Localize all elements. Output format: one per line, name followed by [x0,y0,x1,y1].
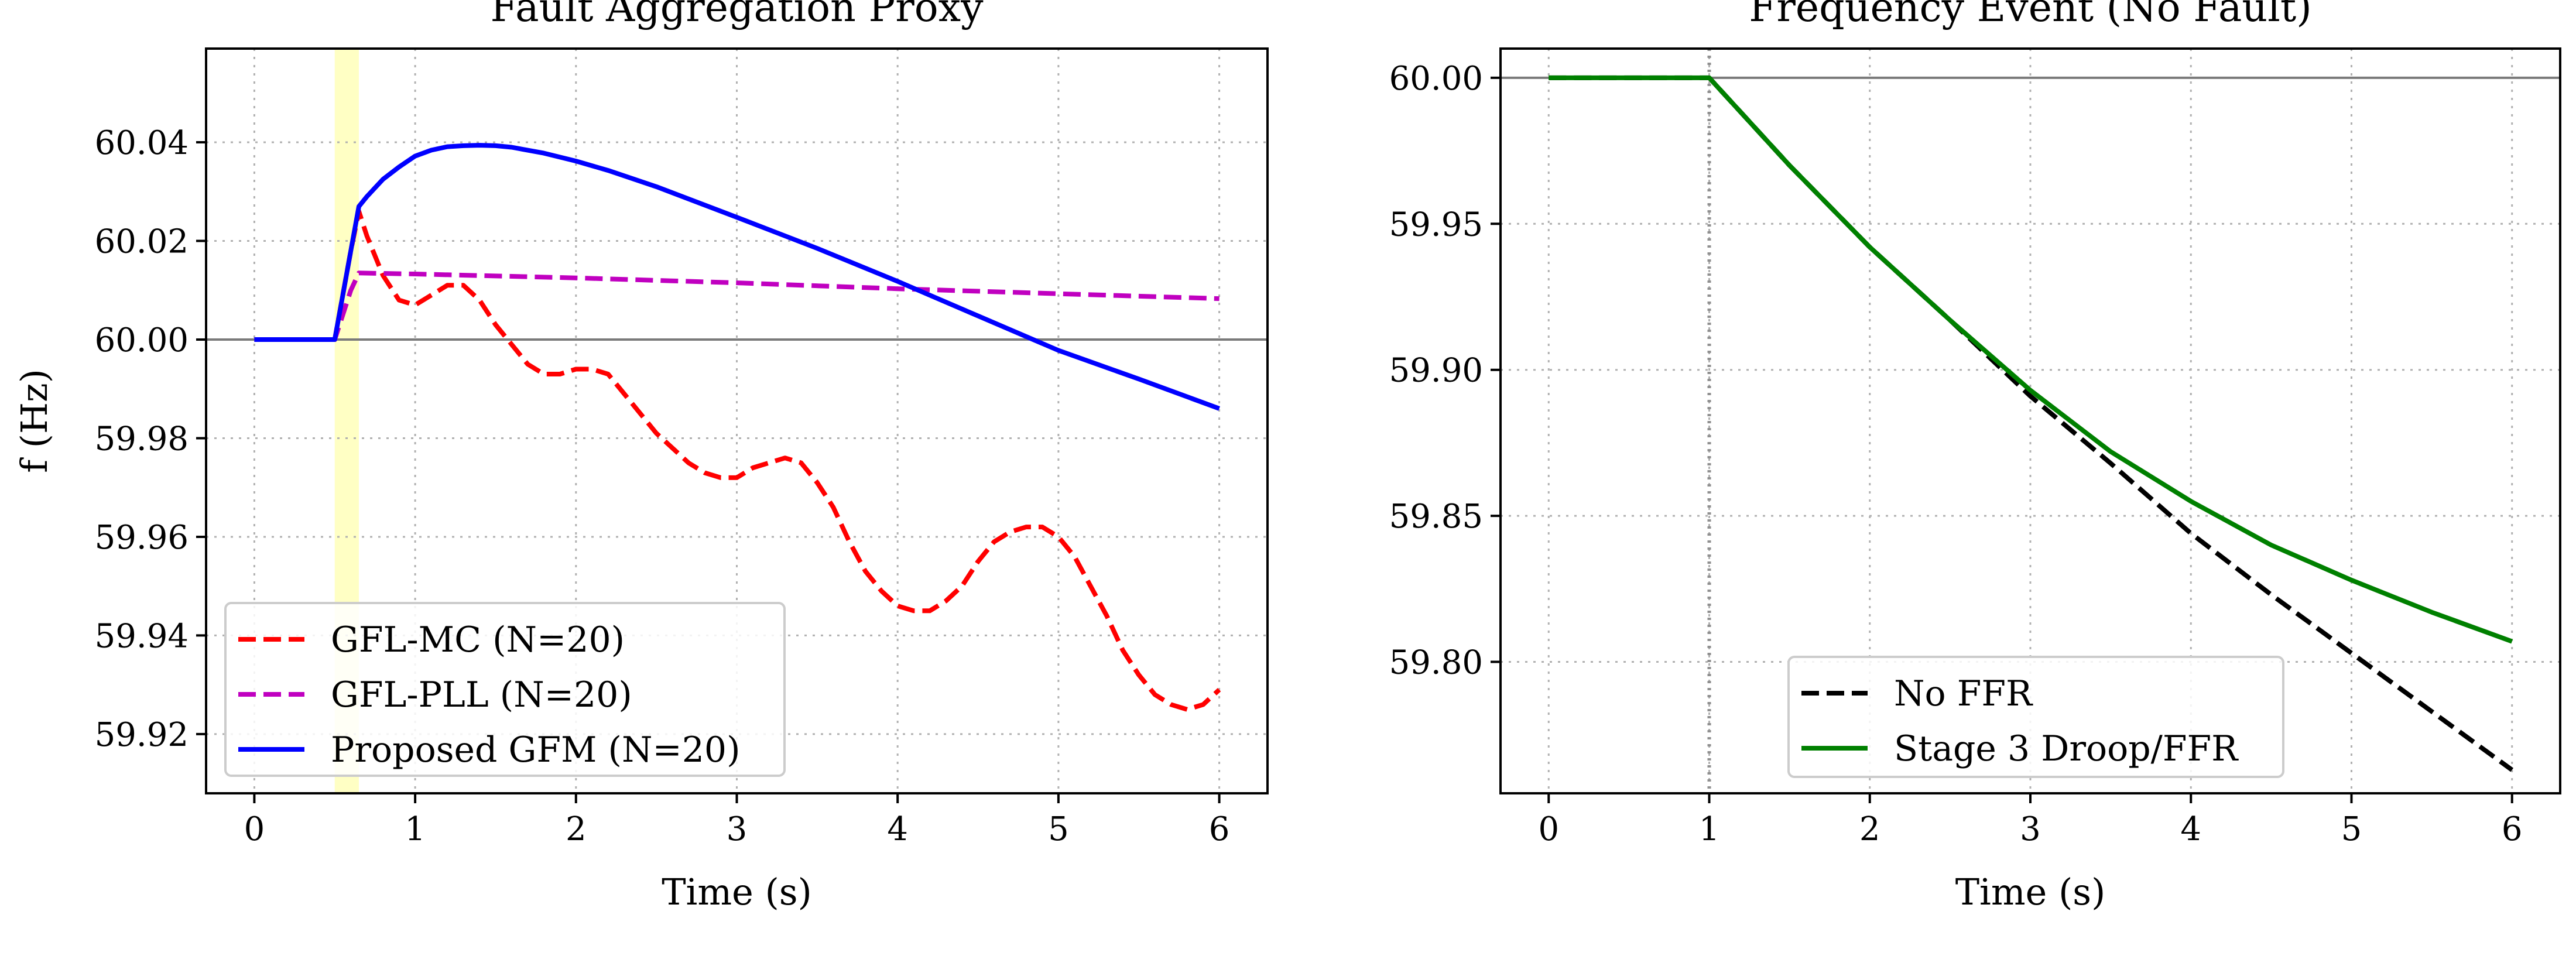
y-tick-label: 59.98 [95,420,189,458]
series-line-gfl-pll-n-20 [254,270,1220,342]
y-tick-label: 59.85 [1389,498,1483,536]
y-tick-label: 59.94 [95,617,189,655]
y-tick-label: 60.04 [95,124,189,162]
x-tick-label: 5 [2341,810,2362,848]
series-line-proposed-gfm-n-20 [254,143,1220,411]
series-line-stage-3-droop-ffr [1549,75,2513,644]
legend-label: No FFR [1894,673,2033,714]
frequency-event-chart: 0 1 2 3 4 5 6 59.80 59.85 59.90 59.95 60.00 Frequenc… [1389,0,2561,913]
y-tick-label: 59.90 [1389,352,1483,390]
chart-title: Fault Aggregation Proxy [491,0,984,31]
x-tick-label: 2 [1859,810,1880,848]
x-tick-label: 1 [1699,810,1720,848]
x-tick-label: 4 [2180,810,2201,848]
y-tick-label: 59.96 [95,519,189,557]
legend-label: GFL-PLL (N=20) [331,674,632,715]
x-axis-label: Time (s) [1955,871,2106,913]
y-tick-label: 60.00 [1389,60,1483,98]
x-tick-label: 6 [1209,810,1230,848]
chart-title: Frequency Event (No Fault) [1749,0,2312,31]
x-tick-label: 0 [1538,810,1559,848]
legend-label: GFL-MC (N=20) [331,619,625,660]
y-axis-label: f (Hz) [13,369,56,473]
x-tick-label: 1 [405,810,426,848]
y-tick-label: 60.00 [95,321,189,359]
y-tick-label: 60.02 [95,223,189,261]
legend-box [1787,656,2284,778]
y-tick-label: 59.80 [1389,644,1483,682]
x-tick-label: 3 [2020,810,2041,848]
x-tick-label: 3 [727,810,748,848]
x-tick-label: 0 [244,810,265,848]
x-tick-label: 6 [2502,810,2523,848]
x-tick-label: 5 [1048,810,1069,848]
x-tick-label: 4 [887,810,908,848]
x-axis-label: Time (s) [662,871,812,913]
series-line-gfl-mc-n-20 [254,209,1221,712]
legend-label: Stage 3 Droop/FFR [1894,728,2239,769]
legend-label: Proposed GFM (N=20) [331,729,741,770]
y-tick-label: 59.95 [1389,205,1483,244]
legend-box [224,602,786,777]
y-tick-label: 59.92 [95,716,189,754]
fault-aggregation-chart: 0 1 2 3 4 5 6 59.92 59.94 59.96 59.98 60.00 60.02 60.… [13,0,1269,913]
x-tick-label: 2 [566,810,587,848]
